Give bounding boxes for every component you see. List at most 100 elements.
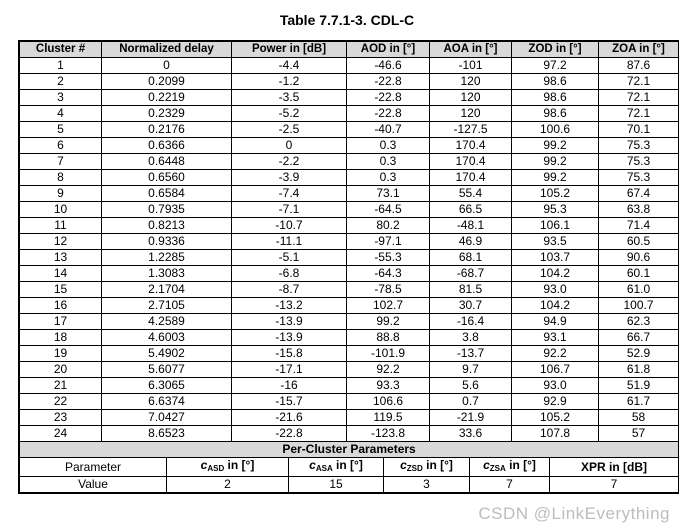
cell: -64.3 [346,265,430,282]
cell: -78.5 [346,281,430,298]
table-row: 4 0.2329 -5.2 -22.8 120 98.6 72.1 [19,105,679,122]
cell: 0.6366 [101,137,232,154]
table-row: 20 5.6077 -17.1 92.2 9.7 106.7 61.8 [19,361,679,378]
cell: 107.8 [511,425,599,442]
cell: -4.4 [231,57,347,74]
cell: 15 [19,281,102,298]
cell: 46.9 [429,233,512,250]
cell: 63.8 [598,201,679,218]
table-row: 12 0.9336 -11.1 -97.1 46.9 93.5 60.5 [19,233,679,250]
cell: 80.2 [346,217,430,234]
cell: -16.4 [429,313,512,330]
cell: 90.6 [598,249,679,266]
cell: -13.9 [231,329,347,346]
table-row: 22 6.6374 -15.7 106.6 0.7 92.9 61.7 [19,393,679,410]
cell: 93.5 [511,233,599,250]
cell: 98.6 [511,105,599,122]
param-value: 7 [548,476,680,493]
cell: 0.6584 [101,185,232,202]
cell: 93.1 [511,329,599,346]
cell: 23 [19,409,102,426]
table-title: Table 7.7.1-3. CDL-C [279,12,415,28]
cdl-c-table-container: Cluster # Normalized delay Power in [dB] AO… [18,40,680,494]
cell: 1.3083 [101,265,232,282]
cell: -13.2 [231,297,347,314]
cell: -13.9 [231,313,347,330]
cell: 30.7 [429,297,512,314]
cell: 58 [598,409,679,426]
cell: 7 [19,153,102,170]
cell: 61.7 [598,393,679,410]
cell: 99.2 [511,137,599,154]
cell: -15.8 [231,345,347,362]
cell: -11.1 [231,233,347,250]
cell: 0.7 [429,393,512,410]
cell: 119.5 [346,409,430,426]
cell: -127.5 [429,121,512,138]
cell: 0.6560 [101,169,232,186]
cell: 7.0427 [101,409,232,426]
cell: 106.6 [346,393,430,410]
table-row: 21 6.3065 -16 93.3 5.6 93.0 51.9 [19,377,679,394]
cell: 5.6077 [101,361,232,378]
per-cluster-section-row: Per-Cluster Parameters [18,441,680,458]
cell: 0.8213 [101,217,232,234]
cell: 5.4902 [101,345,232,362]
cell: -22.8 [346,89,430,106]
param-value: 7 [469,476,550,493]
cell: 72.1 [598,73,679,90]
cell: 5 [19,121,102,138]
table-row: 14 1.3083 -6.8 -64.3 -68.7 104.2 60.1 [19,265,679,282]
cell: 6 [19,137,102,154]
cell: 16 [19,297,102,314]
per-cluster-section-title: Per-Cluster Parameters [18,441,680,458]
cell: 66.5 [429,201,512,218]
cell: 170.4 [429,153,512,170]
cell: 10 [19,201,102,218]
column-header: AOA in [°] [429,41,512,58]
cell: -3.9 [231,169,347,186]
table-row: 13 1.2285 -5.1 -55.3 68.1 103.7 90.6 [19,249,679,266]
cell: 22 [19,393,102,410]
cell: 100.7 [598,297,679,314]
table-row: 6 0.6366 0 0.3 170.4 99.2 75.3 [19,137,679,154]
table-row: 11 0.8213 -10.7 80.2 -48.1 106.1 71.4 [19,217,679,234]
cell: 3.8 [429,329,512,346]
table-row: 18 4.6003 -13.9 88.8 3.8 93.1 66.7 [19,329,679,346]
cell: -15.7 [231,393,347,410]
cell: 61.0 [598,281,679,298]
cell: 1 [19,57,102,74]
table-row: 2 0.2099 -1.2 -22.8 120 98.6 72.1 [19,73,679,90]
cell: 12 [19,233,102,250]
cell: 92.9 [511,393,599,410]
cell: 67.4 [598,185,679,202]
cell: 2.7105 [101,297,232,314]
cell: -46.6 [346,57,430,74]
table-row: 7 0.6448 -2.2 0.3 170.4 99.2 75.3 [19,153,679,170]
cell: -21.6 [231,409,347,426]
cell: 0.6448 [101,153,232,170]
cell: 105.2 [511,409,599,426]
cell: -97.1 [346,233,430,250]
cell: 8.6523 [101,425,232,442]
cell: 66.7 [598,329,679,346]
cell: 9 [19,185,102,202]
param-value: 15 [288,476,384,493]
cell: 0.2099 [101,73,232,90]
cell: 68.1 [429,249,512,266]
cell: -68.7 [429,265,512,282]
table-row: 19 5.4902 -15.8 -101.9 -13.7 92.2 52.9 [19,345,679,362]
table-row: 9 0.6584 -7.4 73.1 55.4 105.2 67.4 [19,185,679,202]
cell: 0 [101,57,232,74]
cell: 120 [429,73,512,90]
cell: 0.2176 [101,121,232,138]
cell: 106.1 [511,217,599,234]
cell: 94.9 [511,313,599,330]
value-row-label: Value [19,476,167,493]
cell: 9.7 [429,361,512,378]
table-row: 16 2.7105 -13.2 102.7 30.7 104.2 100.7 [19,297,679,314]
cell: 88.8 [346,329,430,346]
table-row: 17 4.2589 -13.9 99.2 -16.4 94.9 62.3 [19,313,679,330]
cell: 170.4 [429,169,512,186]
cell: 6.6374 [101,393,232,410]
